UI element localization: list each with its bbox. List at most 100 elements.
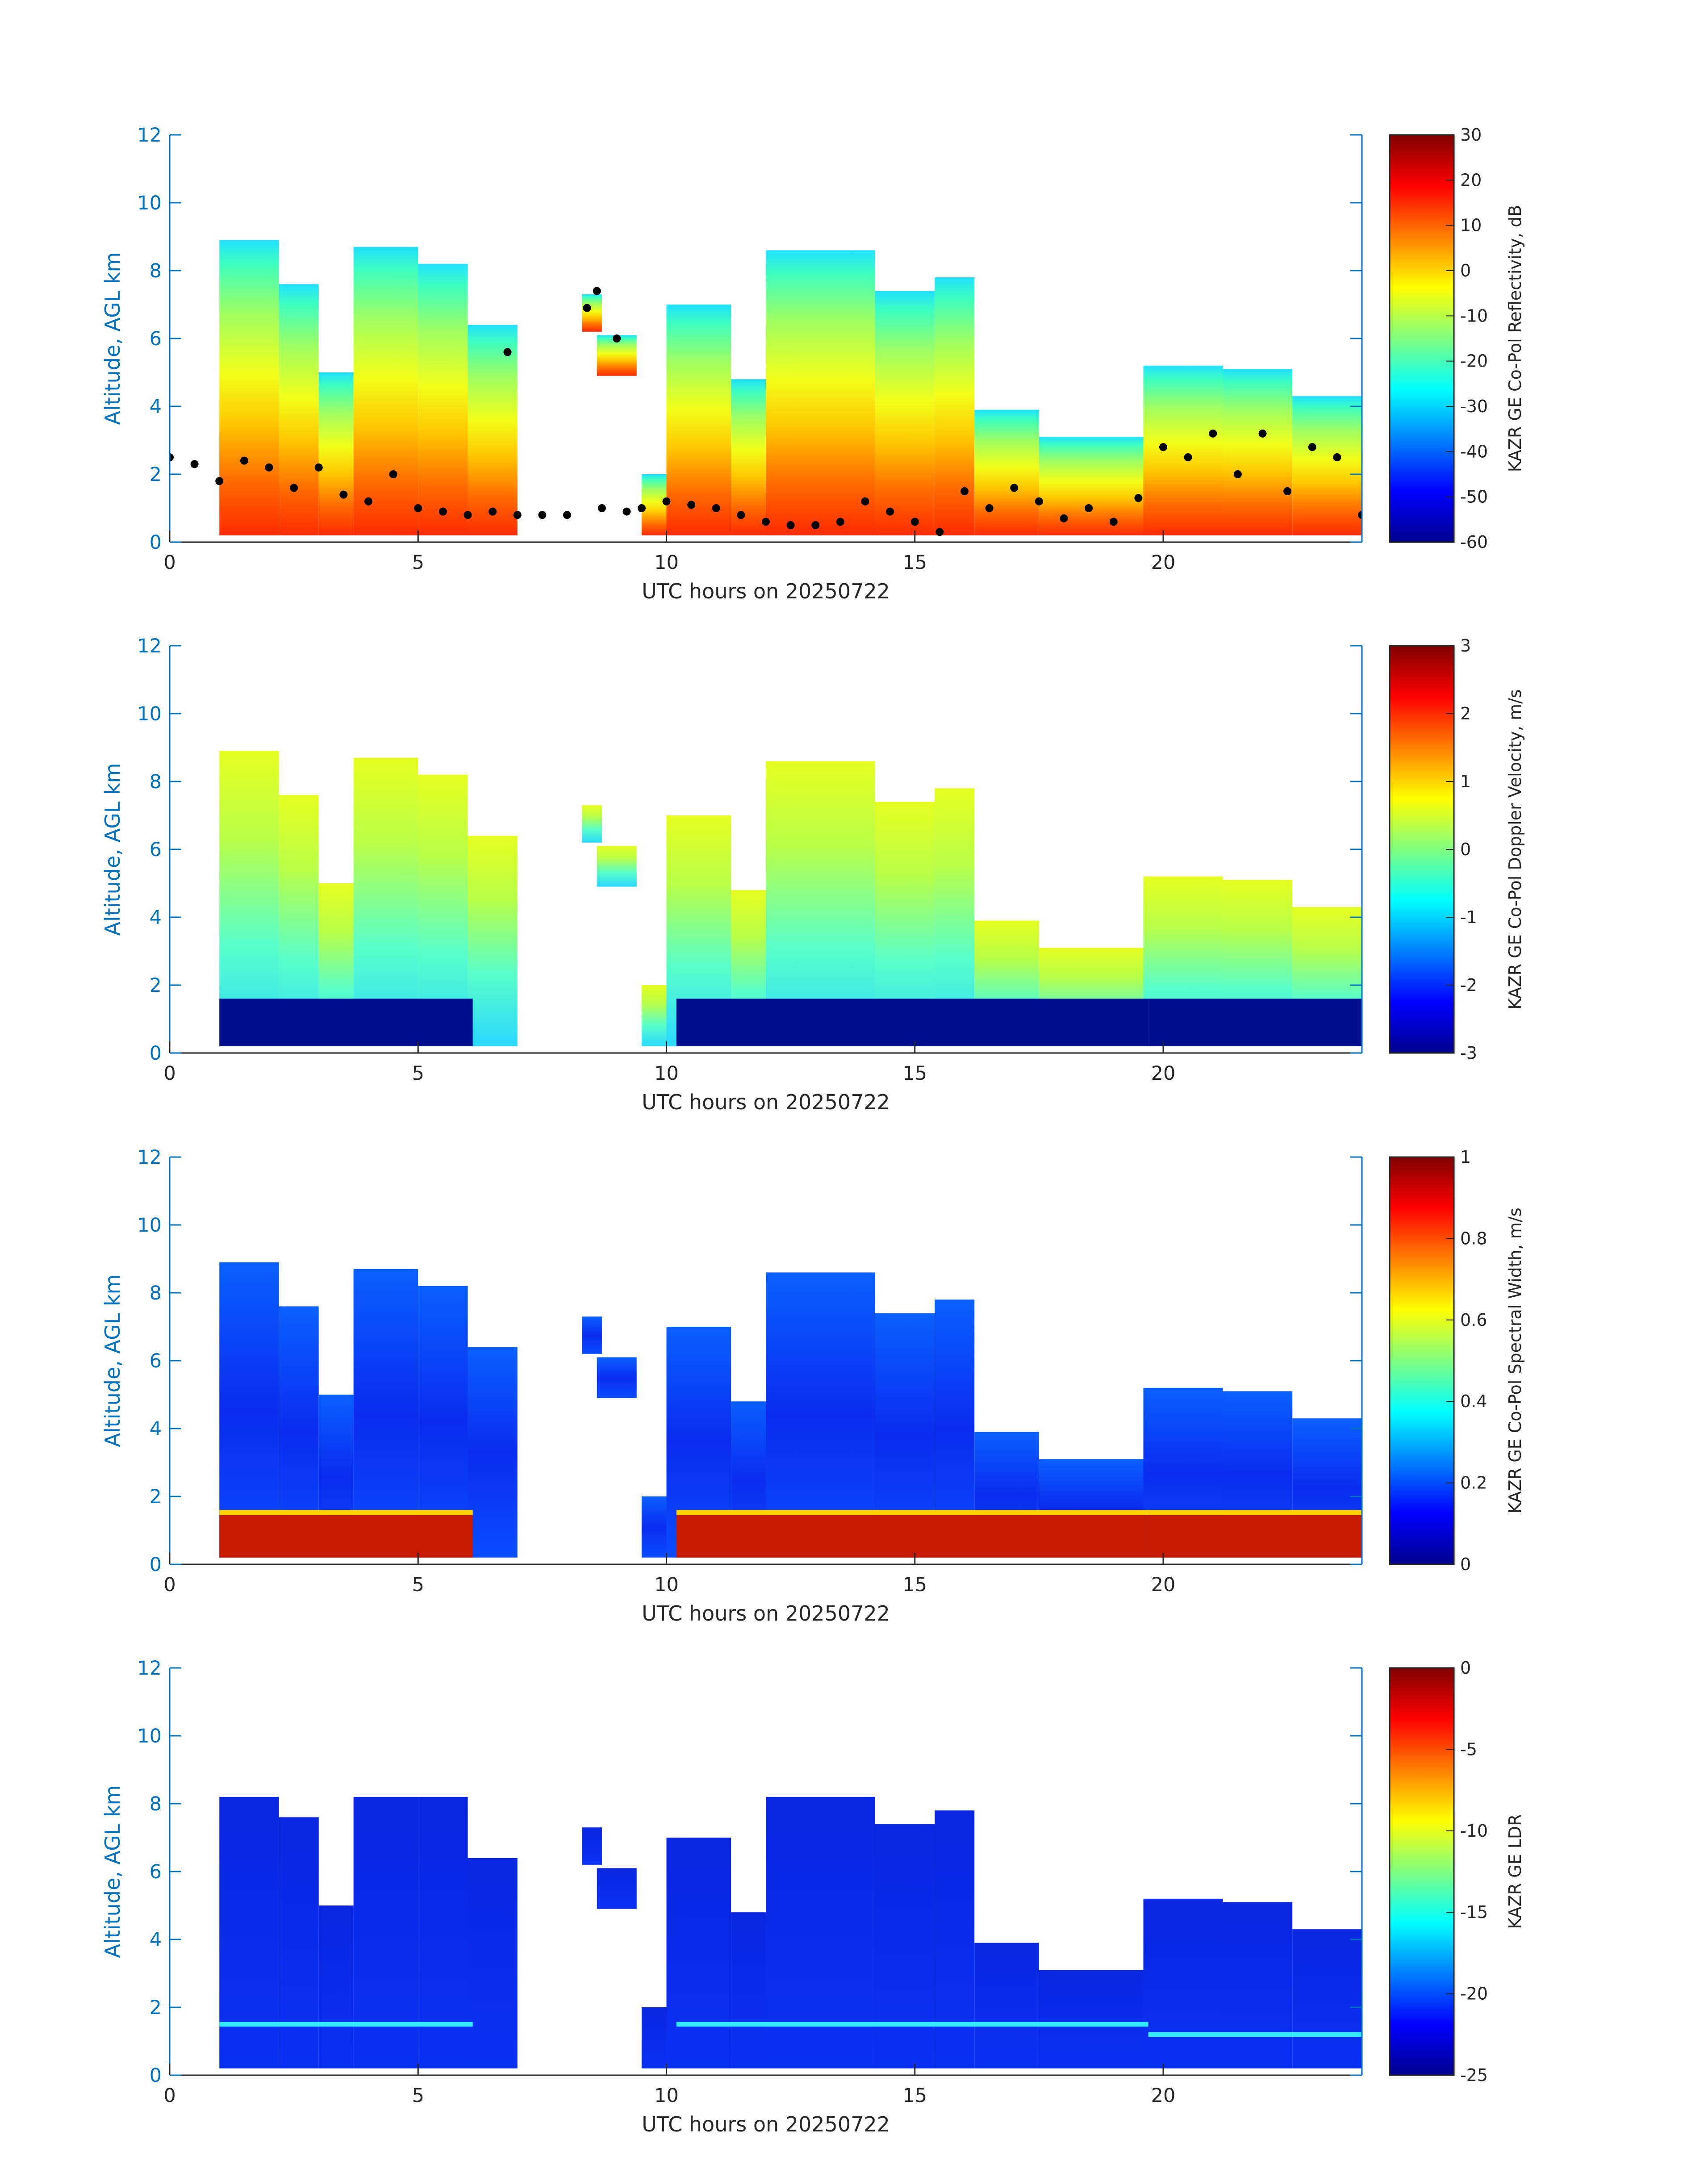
y-tick-label: 8 <box>150 1793 162 1815</box>
colorbar-tick-label: -10 <box>1460 306 1488 326</box>
y-tick-label: 0 <box>150 1554 162 1576</box>
cloud-base-point <box>414 504 422 512</box>
cloud-base-point <box>637 504 646 512</box>
cloud-base-point <box>1184 453 1192 461</box>
y-tick-label: 10 <box>137 1725 162 1747</box>
echo-column <box>974 1943 1039 2068</box>
colorbar-gradient <box>1389 645 1455 1054</box>
x-tick-label: 20 <box>1151 2085 1176 2107</box>
y-axis-label: Altitude, AGL km <box>100 763 125 936</box>
y-tick-label: 8 <box>150 1282 162 1304</box>
echo-column <box>935 1810 975 2068</box>
cloud-base-point <box>265 463 273 472</box>
echo-column <box>935 277 975 535</box>
x-tick-label: 20 <box>1151 1574 1176 1596</box>
colorbar-tick-label: 0 <box>1460 1554 1471 1574</box>
cloud-base-point <box>170 453 174 461</box>
melting-layer-ldr <box>1148 2032 1362 2037</box>
precip-fall-band <box>676 999 1148 1046</box>
cloud-base-point <box>1283 487 1292 495</box>
colorbar-tick-label: 20 <box>1460 170 1482 190</box>
cloud-base-point <box>687 501 696 509</box>
x-tick-label: 10 <box>654 1574 679 1596</box>
x-tick-label: 15 <box>902 1574 927 1596</box>
echo-column <box>597 1868 637 1909</box>
x-tick-label: 10 <box>654 2085 679 2107</box>
cloud-base-point <box>622 507 631 516</box>
cloud-base-point <box>583 304 591 312</box>
echo-column <box>597 1357 637 1398</box>
echo-column <box>666 1838 731 2068</box>
cloud-base-point <box>811 521 820 529</box>
cloud-base-point <box>1010 484 1019 492</box>
colorbar-tick-label: 0.6 <box>1460 1310 1487 1330</box>
colorbar-tick-label: -20 <box>1460 1984 1488 2004</box>
y-tick-label: 10 <box>137 1214 162 1237</box>
cloud-base-point <box>339 490 348 499</box>
y-tick-label: 4 <box>150 396 162 418</box>
colorbar-tick-label: -60 <box>1460 532 1488 552</box>
melting-layer-band <box>219 1510 473 1515</box>
cloud-base-point <box>960 487 969 495</box>
y-tick-label: 12 <box>137 124 162 146</box>
colorbar-tick-label: 3 <box>1460 636 1471 656</box>
cloud-base-point <box>1233 470 1242 478</box>
x-tick-label: 10 <box>654 1062 679 1085</box>
y-tick-label: 0 <box>150 531 162 554</box>
x-axis-label: UTC hours on 20250722 <box>642 1090 890 1114</box>
echo-column <box>219 1262 279 1558</box>
colorbar-tick-label: -5 <box>1460 1739 1477 1759</box>
cloud-base-point <box>712 504 720 512</box>
cloud-base-point <box>389 470 397 478</box>
cloud-base-point <box>1209 429 1217 438</box>
colorbar-tick-label: -50 <box>1460 487 1488 507</box>
colorbar-label: KAZR GE LDR <box>1505 1814 1525 1929</box>
x-axis-label: UTC hours on 20250722 <box>642 1601 890 1625</box>
colorbar-tick-label: 2 <box>1460 704 1471 723</box>
x-tick-label: 0 <box>163 552 175 574</box>
cloud-base-point <box>1085 504 1093 512</box>
x-tick-label: 20 <box>1151 552 1176 574</box>
echo-column <box>1143 1898 1223 2068</box>
cloud-base-point <box>364 497 372 506</box>
y-tick-label: 6 <box>150 839 162 861</box>
x-axis-label: UTC hours on 20250722 <box>642 579 890 603</box>
colorbar-tick-label: 0 <box>1460 1658 1471 1678</box>
y-tick-label: 6 <box>150 1861 162 1883</box>
cloud-base-point <box>438 507 447 516</box>
echo-column <box>974 409 1039 535</box>
echo-column <box>279 1817 319 2068</box>
cloud-base-point <box>1109 518 1118 526</box>
colorbar-gradient <box>1389 1667 1455 2076</box>
wide-spectrum-band <box>219 1515 473 1558</box>
echo-column <box>418 1797 468 2068</box>
echo-column <box>468 1858 518 2068</box>
cloud-base-point <box>1258 429 1267 438</box>
echo-column <box>468 1347 518 1558</box>
echo-column <box>1143 365 1223 535</box>
echo-column <box>766 1797 875 2068</box>
y-tick-label: 12 <box>137 1146 162 1169</box>
y-tick-label: 8 <box>150 771 162 793</box>
plot-area-spectral-width <box>219 1262 1362 1558</box>
echo-column <box>353 247 418 535</box>
echo-column <box>666 305 731 535</box>
precip-fall-band <box>1148 999 1362 1046</box>
cloud-base-point <box>985 504 994 512</box>
x-tick-label: 20 <box>1151 1062 1176 1085</box>
echo-column <box>219 240 279 535</box>
cloud-base-point <box>1060 514 1068 522</box>
echo-column <box>582 1827 602 1865</box>
y-tick-label: 0 <box>150 1042 162 1065</box>
colorbar-tick-label: 0 <box>1460 261 1471 280</box>
x-tick-label: 0 <box>163 1062 175 1085</box>
echo-column <box>582 1316 602 1354</box>
cloud-base-point <box>1333 453 1341 461</box>
cloud-base-point <box>910 518 919 526</box>
cloud-base-point <box>1308 443 1316 451</box>
colorbar-tick-label: -15 <box>1460 1902 1488 1922</box>
colorbar-tick-label: 0.4 <box>1460 1391 1487 1411</box>
